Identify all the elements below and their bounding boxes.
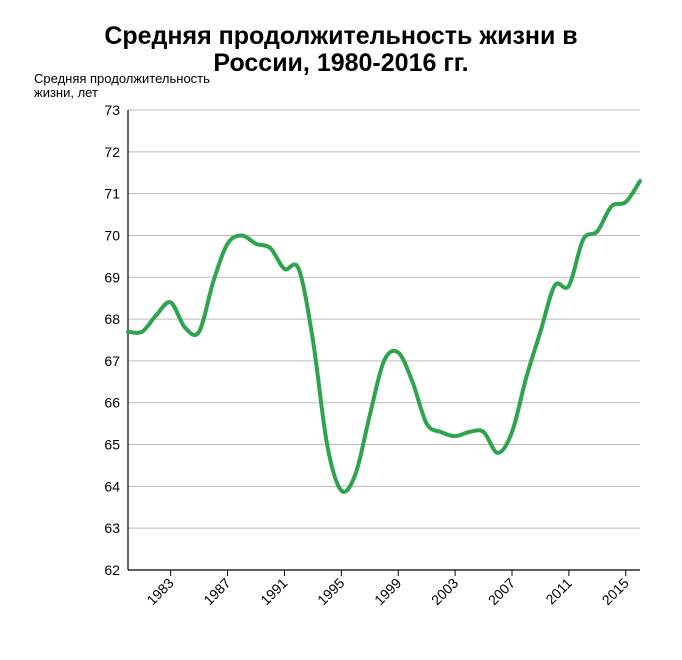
ytick-label: 72 bbox=[104, 144, 120, 160]
xtick-label: 1999 bbox=[371, 575, 404, 608]
ytick-label: 71 bbox=[104, 186, 120, 202]
ytick-label: 68 bbox=[104, 311, 120, 327]
xtick-label: 2015 bbox=[599, 575, 632, 608]
ytick-label: 62 bbox=[104, 562, 120, 578]
ytick-label: 73 bbox=[104, 102, 120, 118]
ytick-label: 63 bbox=[104, 520, 120, 536]
title-line-1: Средняя продолжительность жизни в bbox=[104, 22, 577, 50]
y-axis-label: Средняя продолжительность жизни, лет bbox=[34, 72, 210, 101]
xtick-label: 2007 bbox=[485, 575, 518, 608]
xtick-label: 2011 bbox=[542, 575, 575, 608]
ytick-label: 65 bbox=[104, 437, 120, 453]
xtick-label: 2003 bbox=[428, 575, 461, 608]
ytick-label: 66 bbox=[104, 395, 120, 411]
ytick-label: 67 bbox=[104, 353, 120, 369]
ytick-label: 69 bbox=[104, 269, 120, 285]
xtick-label: 1987 bbox=[200, 575, 233, 608]
xtick-label: 1991 bbox=[257, 575, 290, 608]
chart-plot-area: 6263646566676869707172731983198719911995… bbox=[88, 110, 648, 570]
xtick-label: 1983 bbox=[143, 575, 176, 608]
line-chart: 6263646566676869707172731983198719911995… bbox=[88, 110, 648, 660]
chart-title: Средняя продолжительность жизни в России… bbox=[0, 23, 682, 78]
ylabel-line-1: Средняя продолжительность bbox=[34, 71, 210, 86]
ytick-label: 64 bbox=[104, 478, 120, 494]
ylabel-line-2: жизни, лет bbox=[34, 85, 98, 100]
xtick-label: 1995 bbox=[314, 575, 347, 608]
ytick-label: 70 bbox=[104, 227, 120, 243]
title-line-2: России, 1980-2016 гг. bbox=[213, 49, 468, 77]
